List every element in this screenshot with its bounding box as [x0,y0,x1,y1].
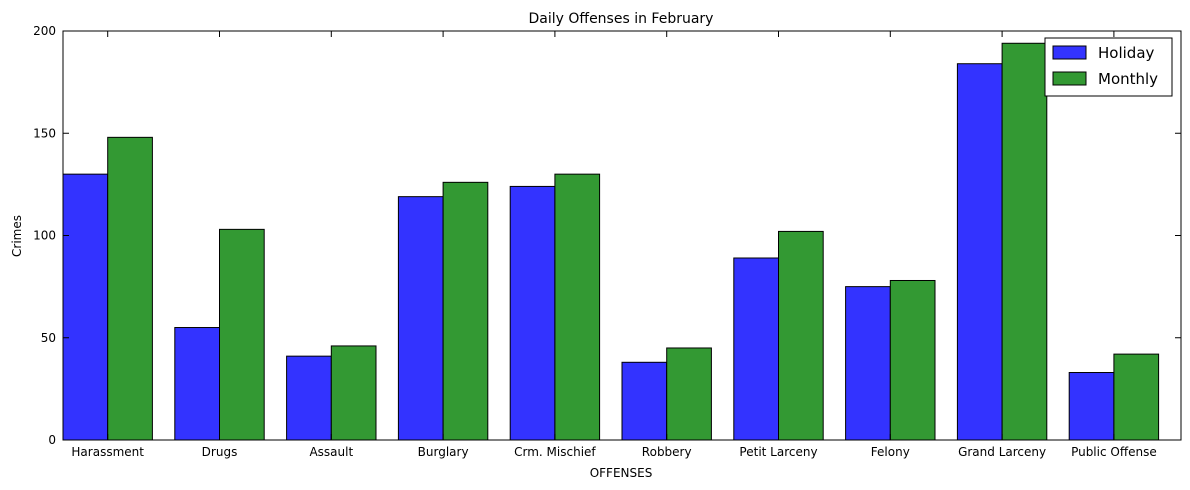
chart-title: Daily Offenses in February [529,11,714,27]
bar-monthly-6 [666,347,712,441]
x-tick-label: Burglary [418,445,469,459]
bar-holiday-10 [1068,372,1115,441]
bar-monthly-7 [778,230,824,441]
x-axis-label: OFFENSES [590,466,653,480]
x-tick-label: Grand Larceny [958,445,1046,459]
bar-holiday-6 [621,361,668,441]
y-tick-label: 100 [33,229,56,243]
y-axis: 0 50 100 150 200 [33,24,1181,447]
bar-monthly-4 [442,181,489,441]
x-tick-label: Robbery [642,445,692,459]
x-tick-label: Crm. Mischief [514,445,596,459]
y-tick-label: 150 [33,126,56,140]
x-axis: Harassment Drugs Assault Burglary Crm. Misch… [71,31,1157,459]
x-tick-label: Harassment [71,445,144,459]
bar-holiday-2 [174,327,221,441]
legend: Holiday Monthly [1044,37,1173,97]
bar-holiday-3 [286,355,332,441]
x-tick-label: Petit Larceny [739,445,817,459]
bar-holiday-1 [62,173,109,441]
bar-holiday-4 [397,196,444,441]
bar-monthly-10 [1113,353,1160,441]
bar-monthly-8 [889,279,936,441]
y-tick-label: 0 [48,433,56,447]
x-tick-label: Assault [309,445,353,459]
bar-monthly-2 [219,228,265,441]
bar-monthly-1 [107,136,153,441]
bar-holiday-9 [956,63,1003,441]
bar-monthly-9 [1001,42,1048,441]
legend-label-holiday: Holiday [1098,44,1155,62]
bars [62,42,1160,441]
bar-monthly-3 [330,345,377,441]
x-tick-label: Drugs [202,445,238,459]
y-tick-label: 200 [33,24,56,38]
bar-holiday-5 [509,185,556,441]
bar-holiday-8 [845,286,891,441]
legend-swatch-holiday [1052,45,1087,60]
x-tick-label: Public Offense [1071,445,1157,459]
y-tick-label: 50 [41,331,56,345]
y-axis-label: Crimes [10,215,24,257]
bar-holiday-7 [733,257,779,441]
x-tick-label: Felony [871,445,910,459]
legend-swatch-monthly [1052,71,1087,86]
legend-label-monthly: Monthly [1098,70,1158,88]
bar-monthly-5 [554,173,601,441]
